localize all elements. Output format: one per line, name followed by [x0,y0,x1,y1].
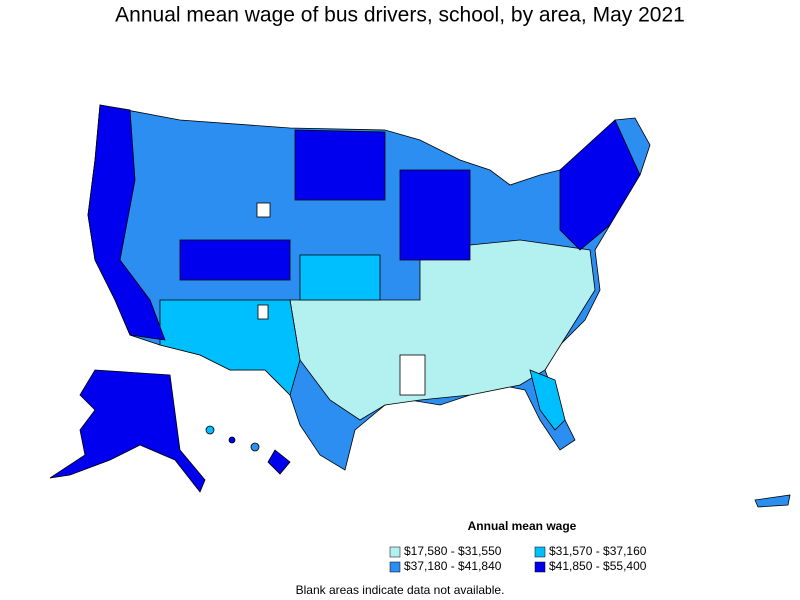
legend: $17,580 - $31,550 $31,570 - $37,160 $37,18… [389,544,647,573]
puerto-rico [754,494,791,508]
region [399,169,471,261]
island [250,442,260,452]
region [299,254,381,301]
region [294,129,386,201]
legend-label: $17,580 - $31,550 [404,544,502,558]
island [267,449,291,475]
legend-swatch [534,546,546,558]
legend-label: $37,180 - $41,840 [404,559,502,573]
island [205,425,215,435]
legend-label: $31,570 - $37,160 [549,544,647,558]
region [179,239,291,281]
legend-swatch [389,546,401,558]
legend-title: Annual mean wage [468,519,577,533]
region [559,119,641,251]
legend-swatch [534,561,546,573]
blank-area [257,304,269,320]
region [529,369,566,431]
region [159,299,301,396]
island [228,436,236,444]
alaska [49,369,206,493]
hawaii [205,425,291,475]
map-title: Annual mean wage of bus drivers, school,… [115,4,685,27]
continental-us [87,104,651,471]
footnote: Blank areas indicate data not available. [296,583,505,597]
blank-area [256,202,271,218]
region [87,104,166,341]
blank-area [399,354,426,396]
legend-label: $41,850 - $55,400 [549,559,647,573]
legend-swatch [389,561,401,573]
